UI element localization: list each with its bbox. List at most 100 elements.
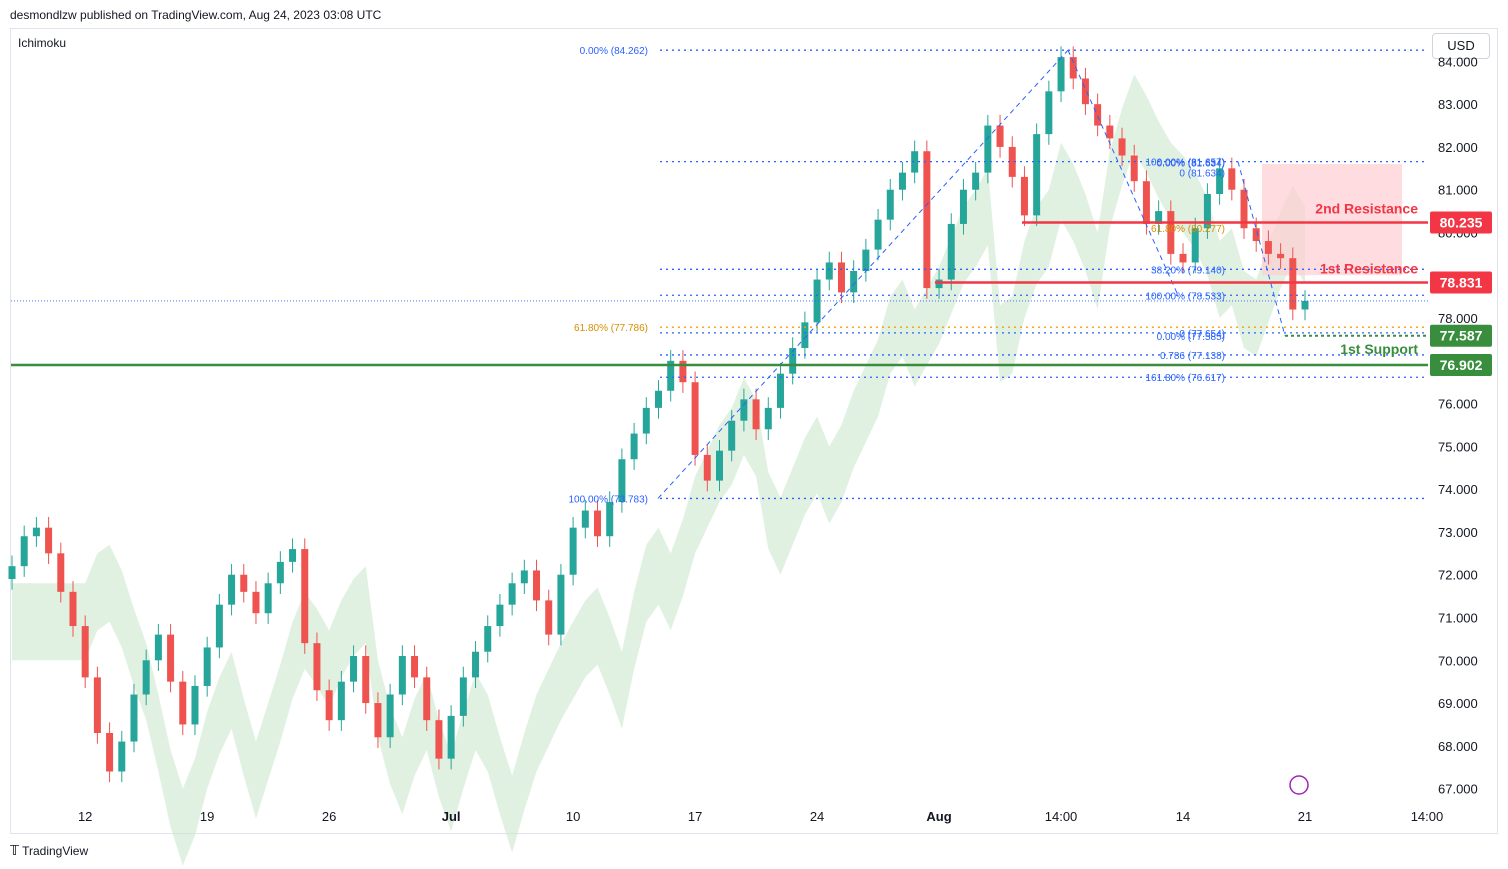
price-tag-label: 76.902 (1440, 357, 1483, 373)
candle-body (923, 151, 931, 289)
x-tick-label: Aug (926, 809, 951, 824)
candle-body (411, 656, 419, 678)
candle-body (8, 566, 16, 579)
candle-body (740, 399, 748, 421)
level-annotation: 1st Resistance (1320, 261, 1418, 277)
candle-body (813, 279, 821, 323)
candle-body (1020, 176, 1028, 216)
y-tick-label: 83.000 (1438, 97, 1478, 112)
y-tick-label: 70.000 (1438, 653, 1478, 668)
fib-label: 61.80% (77.786) (574, 323, 648, 334)
candle-body (1045, 91, 1053, 135)
x-tick-label: Jul (442, 809, 461, 824)
fib-label: 0.00% (84.262) (580, 46, 648, 57)
candle-body (1216, 168, 1224, 194)
candle-body (1179, 253, 1187, 263)
candle-body (508, 583, 516, 605)
y-tick-label: 81.000 (1438, 183, 1478, 198)
ichimoku-cloud-red (1262, 164, 1402, 276)
candle-body (935, 279, 943, 289)
candle-body (496, 604, 504, 627)
candle-body (472, 651, 480, 678)
fib-label: 100.00% (73.783) (568, 494, 648, 505)
candle-body (1252, 228, 1260, 242)
candle-body (972, 172, 980, 190)
candle-body (1069, 57, 1077, 79)
candle-body (20, 536, 28, 567)
candle-body (996, 125, 1004, 147)
fib-trend-line (1237, 161, 1286, 336)
fib-label: 0.00% (77.585) (1157, 332, 1225, 343)
y-tick-label: 82.000 (1438, 140, 1478, 155)
candle-body (1240, 189, 1248, 229)
candle-body (32, 527, 40, 537)
y-tick-label: 75.000 (1438, 439, 1478, 454)
candle-body (642, 407, 650, 434)
candle-body (130, 694, 138, 742)
tradingview-footer[interactable]: 𝕋 TradingView (10, 843, 88, 859)
x-tick-label: 21 (1298, 809, 1312, 824)
y-tick-label: 72.000 (1438, 568, 1478, 583)
candle-body (630, 433, 638, 460)
candle-body (142, 660, 150, 695)
candle-body (386, 694, 394, 738)
candle-body (1142, 181, 1150, 224)
candle-body (874, 219, 882, 250)
fib-label: 0 (77.654) (1179, 329, 1225, 340)
fib-label: 100.00% (81.657) (1145, 158, 1225, 169)
candle-body (1094, 104, 1102, 126)
candle-body (1203, 194, 1211, 229)
candle-body (789, 348, 797, 374)
candle-body (203, 647, 211, 686)
candle-body (1033, 134, 1041, 216)
x-tick-label: 14:00 (1045, 809, 1078, 824)
candle-body (1228, 168, 1236, 190)
candle-body (313, 643, 321, 691)
candle-body (57, 553, 65, 592)
candle-body (569, 527, 577, 575)
candle-body (898, 172, 906, 190)
fib-label: 61.80% (80.277) (1151, 224, 1225, 235)
y-tick-label: 67.000 (1438, 782, 1478, 797)
candle-body (240, 574, 248, 592)
candle-body (667, 360, 675, 391)
candle-body (69, 591, 77, 627)
x-tick-label: 24 (810, 809, 824, 824)
y-tick-label: 84.000 (1438, 54, 1478, 69)
indicator-label[interactable]: Ichimoku (18, 36, 67, 50)
candle-body (1118, 138, 1126, 156)
candle-body (398, 656, 406, 695)
x-tick-label: 12 (78, 809, 92, 824)
candle-body (728, 420, 736, 451)
y-tick-label: 74.000 (1438, 482, 1478, 497)
candle-body (337, 681, 345, 721)
fib-label: 0.00% (81.634) (1157, 159, 1225, 170)
price-tag (1430, 211, 1492, 234)
candle-body (484, 626, 492, 652)
fib-label: 0.786 (77.138) (1160, 351, 1225, 362)
candle-body (1130, 155, 1138, 182)
candle-body (179, 681, 187, 725)
candle-body (301, 549, 309, 644)
candle-body (959, 189, 967, 224)
candle-body (276, 561, 284, 584)
level-annotation: 1st Support (1340, 341, 1418, 357)
x-tick-label: 17 (688, 809, 702, 824)
candle-body (1277, 253, 1285, 259)
candle-body (825, 262, 833, 280)
y-tick-label: 69.000 (1438, 696, 1478, 711)
price-tag-label: 77.587 (1440, 328, 1483, 344)
currency-button[interactable]: USD (1432, 33, 1490, 59)
replay-icon (1289, 775, 1309, 795)
tradingview-logo-icon: 𝕋 (10, 843, 19, 858)
candle-body (1106, 125, 1114, 139)
candle-body (947, 223, 955, 280)
price-tag (1430, 324, 1492, 347)
candle-body (435, 720, 443, 759)
candle-body (850, 271, 858, 293)
candle-body (1081, 78, 1089, 105)
candle-body (594, 510, 602, 537)
candle-body (45, 527, 53, 554)
price-tag-label: 80.235 (1440, 214, 1483, 230)
